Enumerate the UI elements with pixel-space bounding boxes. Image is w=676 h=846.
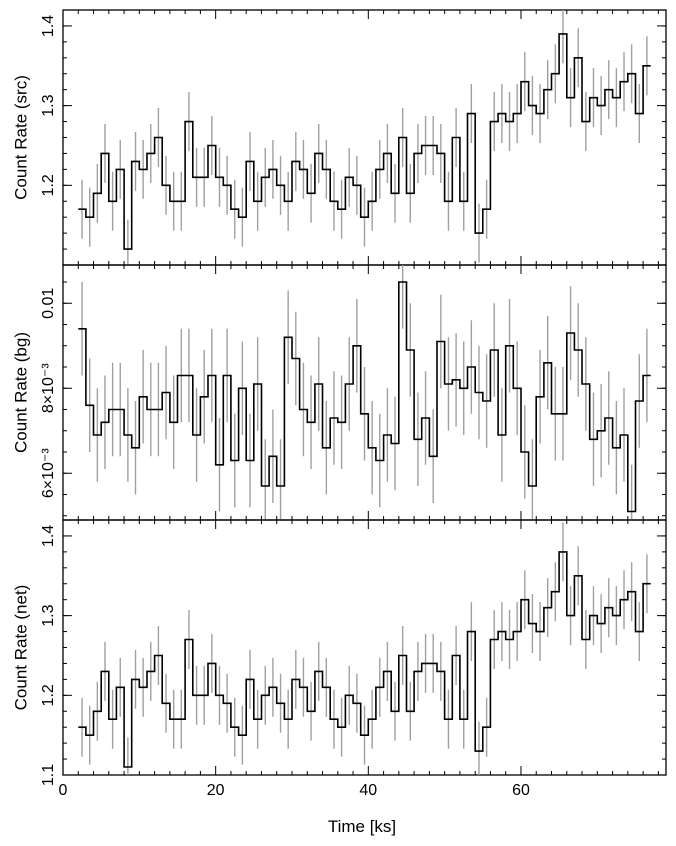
net-y-tick-label: 1.3 xyxy=(40,604,57,626)
x-axis-label: Time [ks] xyxy=(328,817,396,836)
net-y-axis-label: Count Rate (net) xyxy=(11,585,30,711)
x-tick-label: 0 xyxy=(59,782,68,799)
bg-rate-panel: 6×10⁻³ 8×10⁻³ 0.01 Count Rate (bg) xyxy=(11,264,667,521)
src-rate-panel: 1.2 1.3 1.4 Count Rate (src) xyxy=(11,9,667,266)
net-rate-step-line xyxy=(78,551,651,768)
src-y-tick-label: 1.2 xyxy=(40,174,57,196)
src-y-axis-label: Count Rate (src) xyxy=(11,75,30,200)
src-rate-step-line xyxy=(78,33,651,250)
net-y-tick-label: 1.2 xyxy=(40,684,57,706)
net-y-tick-label: 1.1 xyxy=(40,764,57,786)
bg-y-tick-label: 8×10⁻³ xyxy=(40,363,57,413)
bg-y-tick-label: 0.01 xyxy=(40,288,57,319)
net-rate-panel: 1.1 1.2 1.3 1.4 Count Rate (net) 0 20 40 60 xyxy=(11,519,667,799)
x-tick-label: 60 xyxy=(512,782,530,799)
src-y-tick-label: 1.3 xyxy=(40,94,57,116)
x-tick-label: 20 xyxy=(207,782,225,799)
src-y-tick-label: 1.4 xyxy=(40,15,57,37)
bg-y-tick-label: 6×10⁻³ xyxy=(40,448,57,498)
bg-rate-step-line xyxy=(78,281,651,513)
x-tick-label: 40 xyxy=(359,782,377,799)
net-y-tick-label: 1.4 xyxy=(40,525,57,547)
bg-y-axis-label: Count Rate (bg) xyxy=(11,332,30,453)
